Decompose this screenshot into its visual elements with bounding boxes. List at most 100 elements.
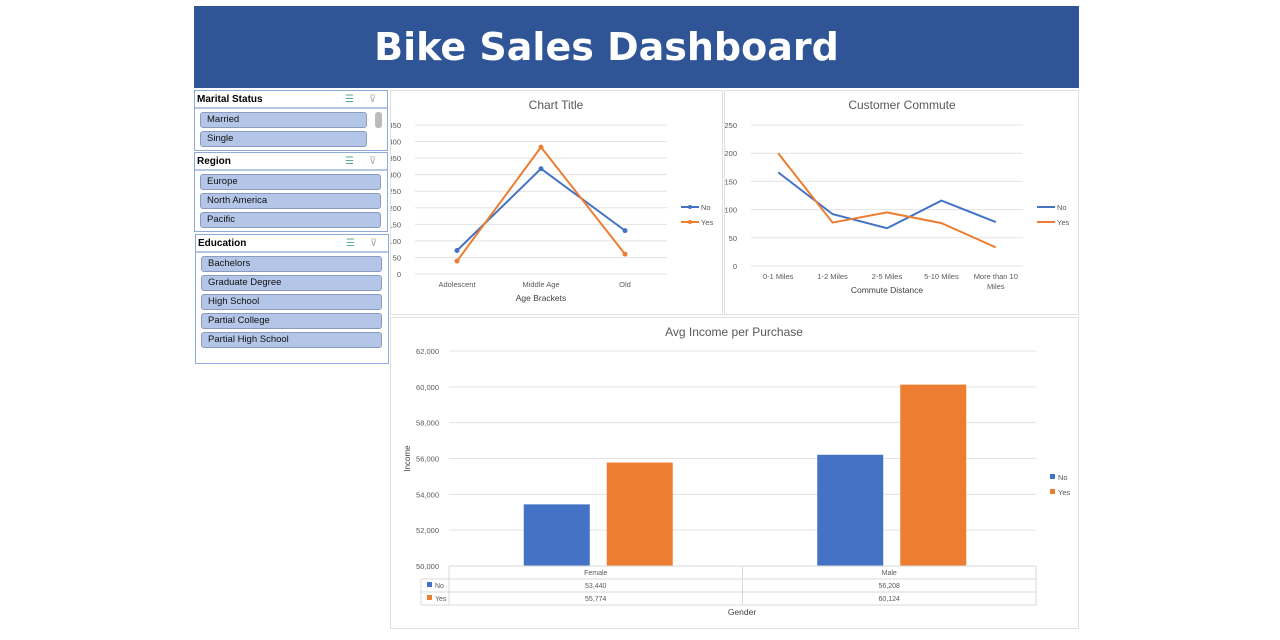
y-tick-label: 200 — [391, 204, 401, 213]
y-tick-label: 0 — [733, 262, 737, 271]
y-tick-label: 58,000 — [416, 419, 439, 428]
legend-label: Yes — [1058, 488, 1070, 497]
slicer-education: Education ☰ ⊽ Bachelors Graduate Degree Hig… — [195, 234, 389, 364]
x-axis-label: Commute Distance — [851, 285, 924, 295]
y-tick-label: 350 — [391, 154, 401, 163]
data-point — [454, 247, 460, 253]
series-line-no — [777, 171, 997, 230]
legend-label: Yes — [1057, 218, 1069, 227]
multi-select-icon[interactable]: ☰ — [345, 93, 354, 105]
legend-label: Yes — [701, 218, 713, 227]
legend-swatch — [1050, 474, 1055, 479]
slicer-header: Region ☰ ⊽ — [195, 153, 387, 171]
y-axis-label: Income — [403, 445, 412, 472]
slicer-item[interactable]: Europe — [200, 174, 381, 190]
customer-commute-chart[interactable]: Customer Commute 0 50 100 150 200 250 0-1 Miles… — [724, 90, 1079, 315]
bar-no-female — [523, 504, 590, 566]
slicer-item[interactable]: Bachelors — [201, 256, 382, 272]
slicer-region: Region ☰ ⊽ Europe North America Pacific — [194, 152, 388, 232]
slicer-title: Education — [198, 237, 247, 249]
slicer-title: Region — [197, 155, 231, 167]
avg-income-chart[interactable]: Avg Income per Purchase 50,000 52,000 54,00… — [390, 317, 1079, 629]
x-tick-label: 1-2 Miles — [817, 272, 848, 281]
y-tick-label: 52,000 — [416, 526, 439, 535]
legend-label: No — [1058, 473, 1068, 482]
x-tick-label: More than 10 — [974, 272, 1018, 281]
bar-yes-male — [900, 384, 967, 566]
dashboard-title: Bike Sales Dashboard — [374, 25, 839, 69]
data-point — [622, 251, 628, 257]
y-tick-label: 100 — [391, 237, 401, 246]
y-tick-label: 50,000 — [416, 562, 439, 571]
table-cell: 56,208 — [879, 583, 901, 590]
y-tick-label: 50 — [393, 253, 401, 262]
slicer-title: Marital Status — [197, 93, 263, 105]
y-tick-label: 50 — [729, 234, 737, 243]
multi-select-icon[interactable]: ☰ — [345, 155, 354, 167]
age-brackets-chart[interactable]: Chart Title 0 50 100 150 200 250 300 350 400 450 Ad… — [388, 90, 723, 315]
table-cell: 60,124 — [879, 596, 901, 603]
x-tick-label: Miles — [987, 282, 1005, 291]
legend-label: No — [1057, 203, 1067, 212]
series-line-no — [456, 167, 626, 252]
data-point — [454, 258, 460, 264]
table-series-label: No — [435, 583, 444, 590]
slicer-marital-status: Marital Status ☰ ⊽ Married Single — [194, 90, 388, 151]
y-tick-label: 200 — [725, 149, 737, 158]
slicer-item[interactable]: Pacific — [200, 212, 381, 228]
series-line-yes — [777, 152, 997, 249]
slicer-item[interactable]: Single — [200, 131, 367, 147]
y-tick-label: 62,000 — [416, 347, 439, 356]
dashboard-header: Bike Sales Dashboard — [194, 6, 1079, 88]
legend-label: No — [701, 203, 711, 212]
x-tick-label: Old — [619, 280, 631, 289]
multi-select-icon[interactable]: ☰ — [346, 237, 355, 249]
x-axis-label: Age Brackets — [516, 293, 567, 303]
legend-marker — [688, 220, 692, 224]
y-tick-label: 150 — [391, 220, 401, 229]
table-header: Female — [584, 570, 607, 577]
y-tick-label: 250 — [391, 187, 401, 196]
x-axis-label: Gender — [728, 607, 757, 617]
y-tick-label: 450 — [391, 121, 401, 130]
clear-filter-icon[interactable]: ⊽ — [369, 93, 377, 105]
slicer-item[interactable]: Graduate Degree — [201, 275, 382, 291]
chart-title: Chart Title — [529, 98, 584, 112]
data-point — [538, 166, 544, 172]
y-tick-label: 54,000 — [416, 490, 439, 499]
bar-no-male — [817, 454, 884, 566]
legend-swatch — [1050, 489, 1055, 494]
x-tick-label: 0-1 Miles — [763, 272, 794, 281]
slicer-item[interactable]: Partial High School — [201, 332, 382, 348]
y-tick-label: 56,000 — [416, 455, 439, 464]
table-cell: 55,774 — [585, 596, 607, 603]
series-line-yes — [456, 145, 626, 262]
bar-yes-female — [606, 462, 673, 566]
slicer-scrollbar[interactable] — [375, 112, 382, 128]
data-point — [538, 144, 544, 150]
slicer-item[interactable]: Partial College — [201, 313, 382, 329]
y-tick-label: 400 — [391, 138, 401, 147]
chart-title: Customer Commute — [848, 98, 956, 112]
chart-title: Avg Income per Purchase — [665, 325, 803, 339]
x-tick-label: Adolescent — [438, 280, 476, 289]
clear-filter-icon[interactable]: ⊽ — [369, 155, 377, 167]
slicer-header: Marital Status ☰ ⊽ — [195, 91, 387, 109]
y-tick-label: 100 — [725, 206, 737, 215]
data-point — [622, 228, 628, 234]
x-tick-label: 5-10 Miles — [924, 272, 959, 281]
x-tick-label: Middle Age — [522, 280, 559, 289]
slicer-item[interactable]: High School — [201, 294, 382, 310]
y-tick-label: 250 — [725, 121, 737, 130]
legend-marker — [688, 205, 692, 209]
slicer-item[interactable]: North America — [200, 193, 381, 209]
table-series-label: Yes — [435, 596, 447, 603]
y-tick-label: 60,000 — [416, 383, 439, 392]
clear-filter-icon[interactable]: ⊽ — [370, 237, 378, 249]
slicer-header: Education ☰ ⊽ — [196, 235, 388, 253]
table-legend-swatch — [427, 582, 432, 587]
table-legend-swatch — [427, 595, 432, 600]
table-cell: 53,440 — [585, 583, 607, 590]
slicer-item[interactable]: Married — [200, 112, 367, 128]
y-tick-label: 300 — [391, 171, 401, 180]
